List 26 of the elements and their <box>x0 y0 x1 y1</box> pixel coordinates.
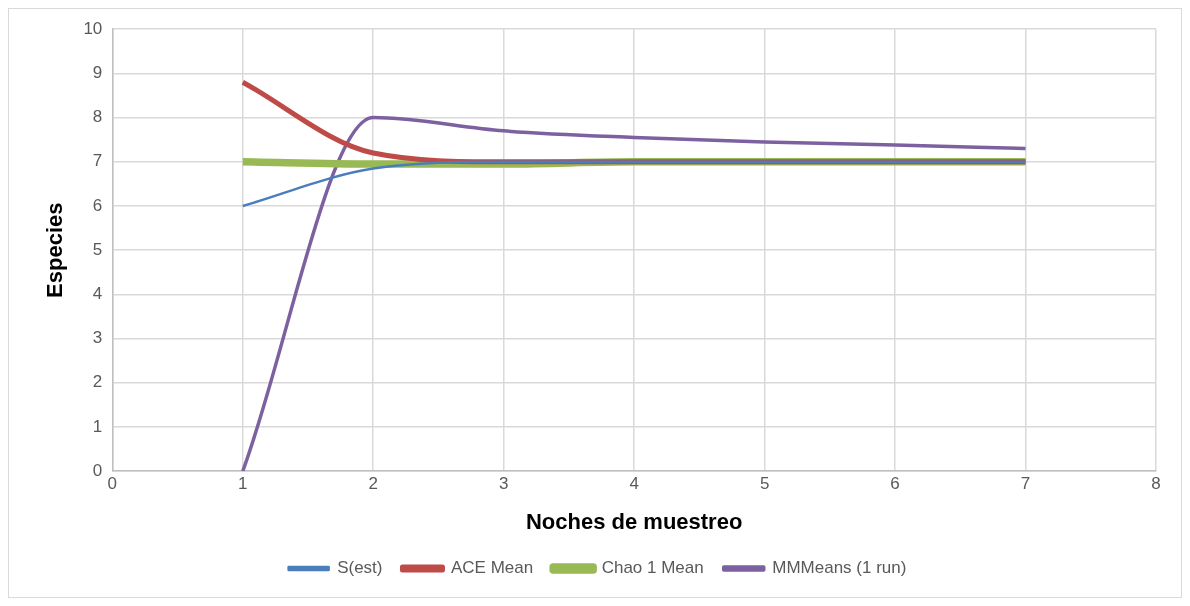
legend-label: MMMeans (1 run) <box>772 558 907 578</box>
legend-label: Chao 1 Mean <box>601 558 704 578</box>
x-tick-label: 8 <box>1151 474 1161 494</box>
y-tick-label: 3 <box>92 328 103 348</box>
x-axis-title: Noches de muestreo <box>525 508 743 534</box>
y-tick-label: 6 <box>92 195 103 215</box>
x-tick-label: 6 <box>890 474 900 494</box>
x-tick-label: 4 <box>629 474 639 494</box>
x-tick-label: 7 <box>1020 474 1031 494</box>
y-tick-label: 5 <box>92 239 103 259</box>
y-tick-label: 7 <box>92 151 103 171</box>
y-tick-label: 8 <box>92 107 103 127</box>
x-tick-label: 2 <box>368 474 378 494</box>
x-tick-label: 1 <box>238 474 248 494</box>
x-tick-label: 0 <box>107 474 118 494</box>
x-tick-label: 3 <box>498 474 509 494</box>
y-tick-label: 4 <box>92 284 103 304</box>
y-tick-label: 2 <box>92 372 103 392</box>
y-tick-label: 0 <box>92 460 103 480</box>
y-tick-label: 10 <box>83 18 103 38</box>
y-tick-label: 1 <box>92 416 103 436</box>
y-tick-label: 9 <box>92 63 103 83</box>
legend-label: S(est) <box>337 558 383 578</box>
y-axis-title: Especies <box>42 202 68 298</box>
x-tick-label: 5 <box>759 474 770 494</box>
legend-label: ACE Mean <box>450 558 534 578</box>
